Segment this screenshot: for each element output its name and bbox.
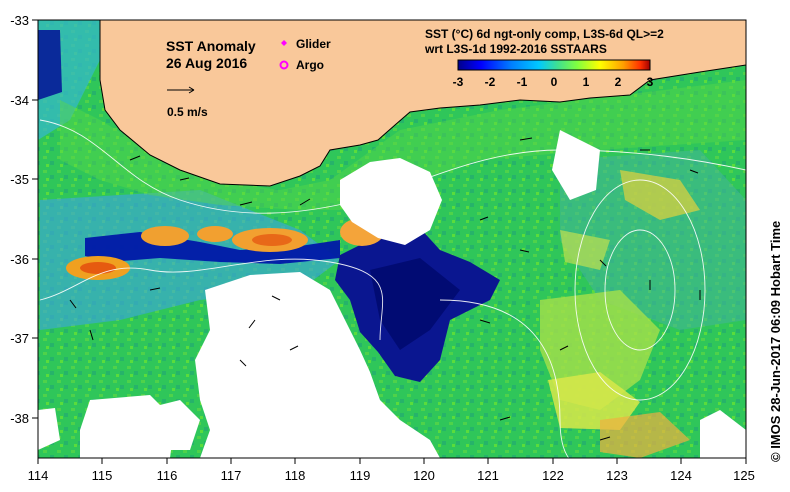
ssh-contours <box>39 119 746 458</box>
colorbar-tick-label: 2 <box>615 75 622 89</box>
colorbar-title-line2: wrt L3S-1d 1992-2016 SSTAARS <box>424 42 607 56</box>
colorbar-tick-label: 3 <box>647 75 654 89</box>
map-date: 26 Aug 2016 <box>166 55 247 71</box>
argo-label: Argo <box>296 58 324 72</box>
x-tick-label: 123 <box>606 468 628 483</box>
sst-anomaly-field <box>38 20 746 458</box>
colorbar-tick-label: -3 <box>453 75 464 89</box>
colorbar-tick-label: 0 <box>551 75 558 89</box>
x-tick-label: 114 <box>28 468 49 483</box>
x-tick-label: 121 <box>477 468 499 483</box>
x-axis <box>37 458 747 464</box>
glider-diamond-icon <box>281 40 287 46</box>
x-tick-label: 125 <box>733 468 755 483</box>
x-tick-label: 116 <box>157 468 178 483</box>
y-tick-label: -37 <box>10 331 29 346</box>
y-tick-labels: -33 -34 -35 -36 -37 -38 <box>10 13 29 426</box>
y-tick-label: -33 <box>10 13 29 28</box>
velocity-scale: 0.5 m/s <box>167 86 208 119</box>
colorbar-tick-label: -1 <box>517 75 528 89</box>
colorbar-tick-label: -2 <box>485 75 496 89</box>
x-tick-labels: 114 115 116 117 118 119 120 121 122 123 … <box>28 468 755 483</box>
x-tick-label: 124 <box>670 468 692 483</box>
x-tick-label: 117 <box>221 468 242 483</box>
scale-label: 0.5 m/s <box>167 105 208 119</box>
current-vectors <box>69 137 701 441</box>
x-tick-label: 118 <box>285 468 306 483</box>
argo-ring-icon <box>279 60 289 70</box>
x-tick-label: 119 <box>350 468 371 483</box>
y-tick-label: -34 <box>10 93 29 108</box>
symbol-legend: Glider Argo <box>279 37 331 72</box>
y-axis <box>32 19 38 419</box>
y-tick-label: -36 <box>10 252 29 267</box>
no-data-regions <box>38 130 746 458</box>
y-tick-label: -35 <box>10 172 29 187</box>
y-tick-label: -38 <box>10 411 29 426</box>
map-title: SST Anomaly <box>166 38 256 54</box>
credit-text: © IMOS 28-Jun-2017 06:09 Hobart Time <box>768 221 783 462</box>
plot-frame <box>37 19 747 459</box>
colorbar-gradient <box>457 59 651 71</box>
glider-label: Glider <box>296 37 331 51</box>
x-tick-label: 115 <box>92 468 113 483</box>
scale-arrowhead <box>188 86 195 94</box>
x-tick-label: 122 <box>542 468 564 483</box>
colorbar: SST (°C) 6d ngt-only comp, L3S-6d QL>=2 … <box>424 27 664 89</box>
colorbar-tick-label: 1 <box>583 75 590 89</box>
map-plot-area <box>38 20 746 458</box>
x-tick-label: 120 <box>413 468 435 483</box>
colorbar-title-line1: SST (°C) 6d ngt-only comp, L3S-6d QL>=2 <box>425 27 664 41</box>
